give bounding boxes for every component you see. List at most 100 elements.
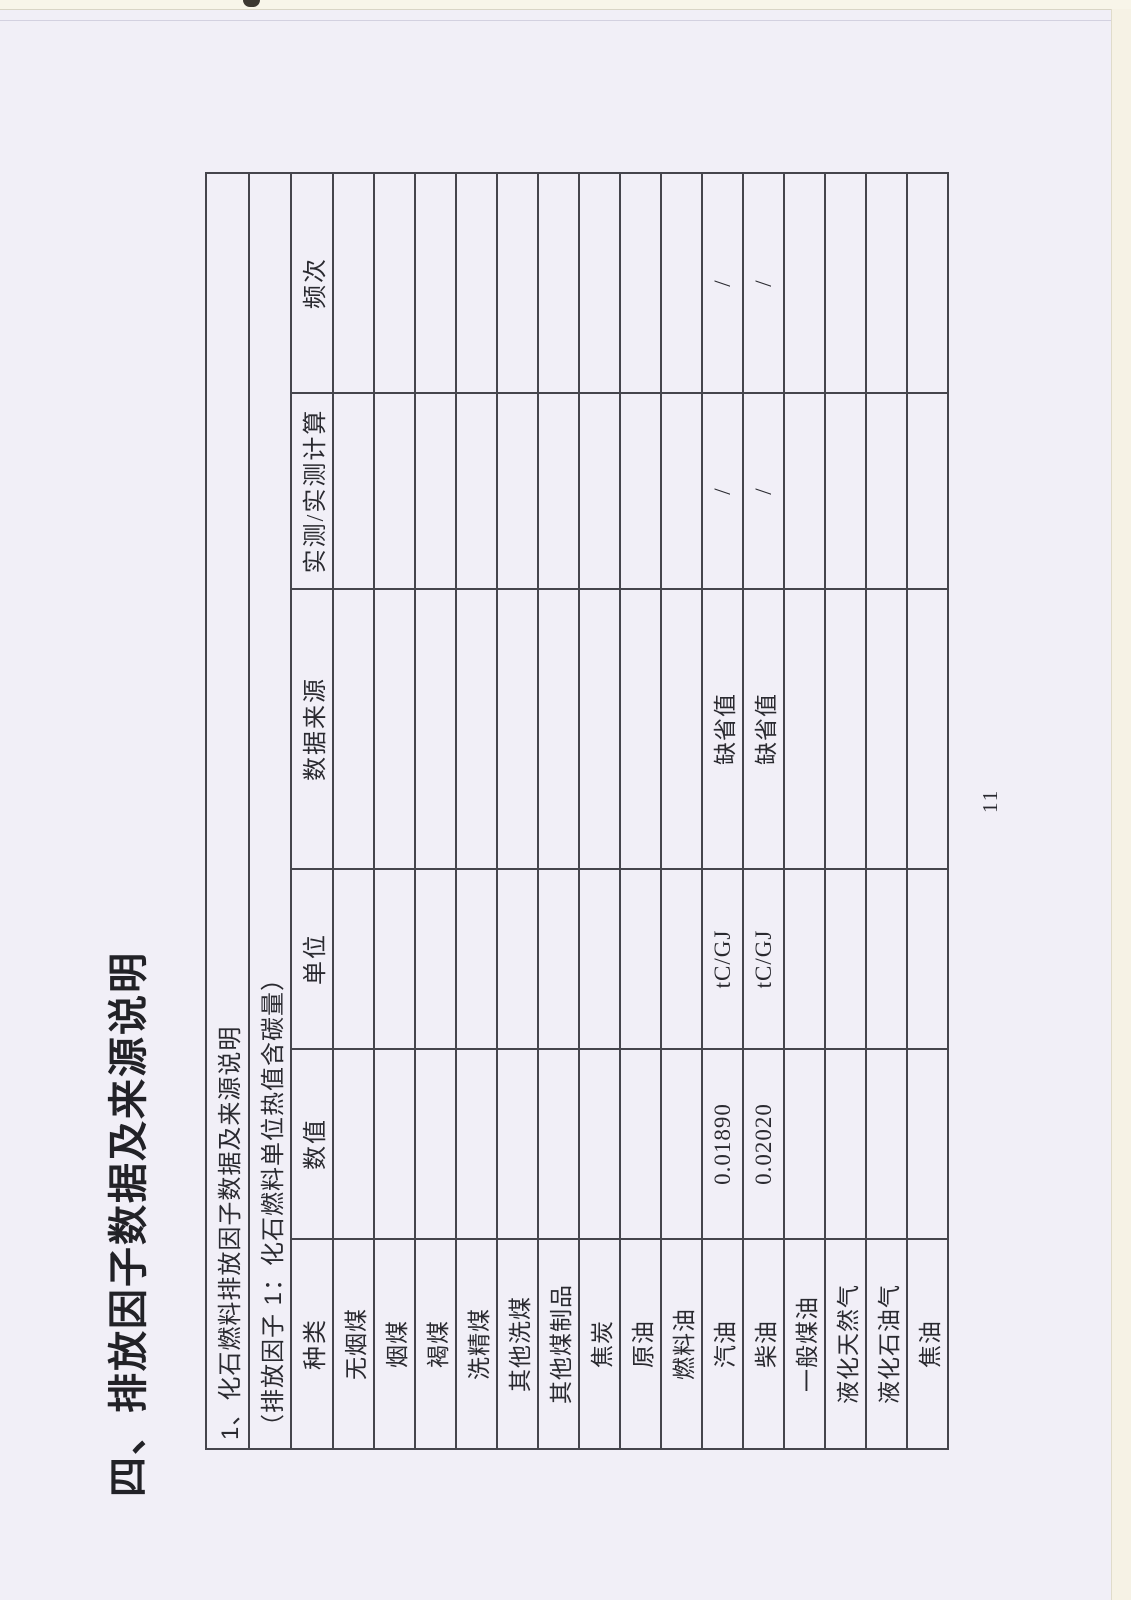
cell-type: 洗精煤 [456, 1239, 497, 1449]
cell-source [825, 589, 866, 869]
fuel-row: 其他洗煤 [497, 172, 538, 1449]
cell-value [661, 1049, 702, 1239]
cell-type: 无烟煤 [333, 1239, 374, 1449]
fuel-row: 燃料油 [661, 172, 702, 1449]
cell-measured [907, 393, 948, 589]
fuel-row: 一般煤油 [784, 172, 825, 1449]
cell-type: 其他煤制品 [538, 1239, 579, 1449]
cell-value [538, 1049, 579, 1239]
cell-frequency [579, 172, 620, 393]
cell-unit [784, 869, 825, 1049]
cell-type: 烟煤 [374, 1239, 415, 1449]
cell-type: 一般煤油 [784, 1239, 825, 1449]
cell-unit [497, 869, 538, 1049]
cell-measured [456, 393, 497, 589]
cell-source [784, 589, 825, 869]
cell-value [374, 1049, 415, 1239]
cell-type: 褐煤 [415, 1239, 456, 1449]
cell-measured: / [702, 393, 743, 589]
cell-value [456, 1049, 497, 1239]
cell-frequency [866, 172, 907, 393]
fuel-row: 焦油 [907, 172, 948, 1449]
fuel-row: 烟煤 [374, 172, 415, 1449]
table-header-row: 种类 数值 单位 数据来源 实测/实测计算 频次 [291, 172, 333, 1449]
cell-unit [661, 869, 702, 1049]
cell-measured [333, 393, 374, 589]
cell-value [866, 1049, 907, 1239]
page-number: 11 [978, 788, 1002, 813]
cell-measured [784, 393, 825, 589]
cell-frequency [374, 172, 415, 393]
cell-type: 液化石油气 [866, 1239, 907, 1449]
cell-value: 0.01890 [702, 1049, 743, 1239]
cell-unit [620, 869, 661, 1049]
cell-frequency [456, 172, 497, 393]
cell-measured [661, 393, 702, 589]
cell-value [415, 1049, 456, 1239]
fuel-row: 褐煤 [415, 172, 456, 1449]
cell-value [333, 1049, 374, 1239]
emission-factor-table: 1、化石燃料排放因子数据及来源说明 （排放因子 1：化石燃料单位热值含碳量） 种… [205, 172, 949, 1450]
section-title: 四、排放因子数据及来源说明 [107, 951, 151, 1497]
cell-value [497, 1049, 538, 1239]
cell-unit [907, 869, 948, 1049]
cell-value [579, 1049, 620, 1239]
scan-edge-top [0, 0, 1131, 10]
cell-unit [579, 869, 620, 1049]
cell-unit [456, 869, 497, 1049]
cell-source [620, 589, 661, 869]
cell-measured [866, 393, 907, 589]
cell-frequency [333, 172, 374, 393]
cell-source: 缺省值 [743, 589, 784, 869]
fuel-row: 焦炭 [579, 172, 620, 1449]
column-header-type: 种类 [291, 1239, 333, 1449]
cell-measured [620, 393, 661, 589]
cell-source: 缺省值 [702, 589, 743, 869]
column-header-source: 数据来源 [291, 589, 333, 869]
cell-value [784, 1049, 825, 1239]
cell-source [456, 589, 497, 869]
cell-frequency [784, 172, 825, 393]
cell-frequency [661, 172, 702, 393]
cell-type: 其他洗煤 [497, 1239, 538, 1449]
cell-source [497, 589, 538, 869]
cell-source [538, 589, 579, 869]
cell-source [374, 589, 415, 869]
cell-source [866, 589, 907, 869]
cell-frequency [538, 172, 579, 393]
cell-unit [333, 869, 374, 1049]
cell-type: 液化天然气 [825, 1239, 866, 1449]
cell-frequency [907, 172, 948, 393]
cell-measured [374, 393, 415, 589]
fuel-row: 液化天然气 [825, 172, 866, 1449]
cell-frequency [620, 172, 661, 393]
fuel-row: 柴油 0.02020 tC/GJ 缺省值 / / [743, 172, 784, 1449]
cell-frequency [497, 172, 538, 393]
cell-source [661, 589, 702, 869]
fuel-row: 液化石油气 [866, 172, 907, 1449]
cell-unit [374, 869, 415, 1049]
cell-value [907, 1049, 948, 1239]
table-title: 1、化石燃料排放因子数据及来源说明 [206, 172, 249, 1449]
cell-type: 焦油 [907, 1239, 948, 1449]
column-header-unit: 单位 [291, 869, 333, 1049]
cell-unit: tC/GJ [702, 869, 743, 1049]
cell-type: 焦炭 [579, 1239, 620, 1449]
table-title-row: 1、化石燃料排放因子数据及来源说明 [206, 172, 249, 1449]
table-subtitle: （排放因子 1：化石燃料单位热值含碳量） [249, 172, 291, 1449]
cell-type: 汽油 [702, 1239, 743, 1449]
cell-measured [415, 393, 456, 589]
cell-unit: tC/GJ [743, 869, 784, 1049]
cell-source [415, 589, 456, 869]
cell-measured [579, 393, 620, 589]
cell-source [907, 589, 948, 869]
scan-artifact-line [0, 20, 1112, 21]
cell-measured [497, 393, 538, 589]
column-header-value: 数值 [291, 1049, 333, 1239]
cell-measured [538, 393, 579, 589]
cell-unit [825, 869, 866, 1049]
cell-source [579, 589, 620, 869]
cell-value [620, 1049, 661, 1239]
